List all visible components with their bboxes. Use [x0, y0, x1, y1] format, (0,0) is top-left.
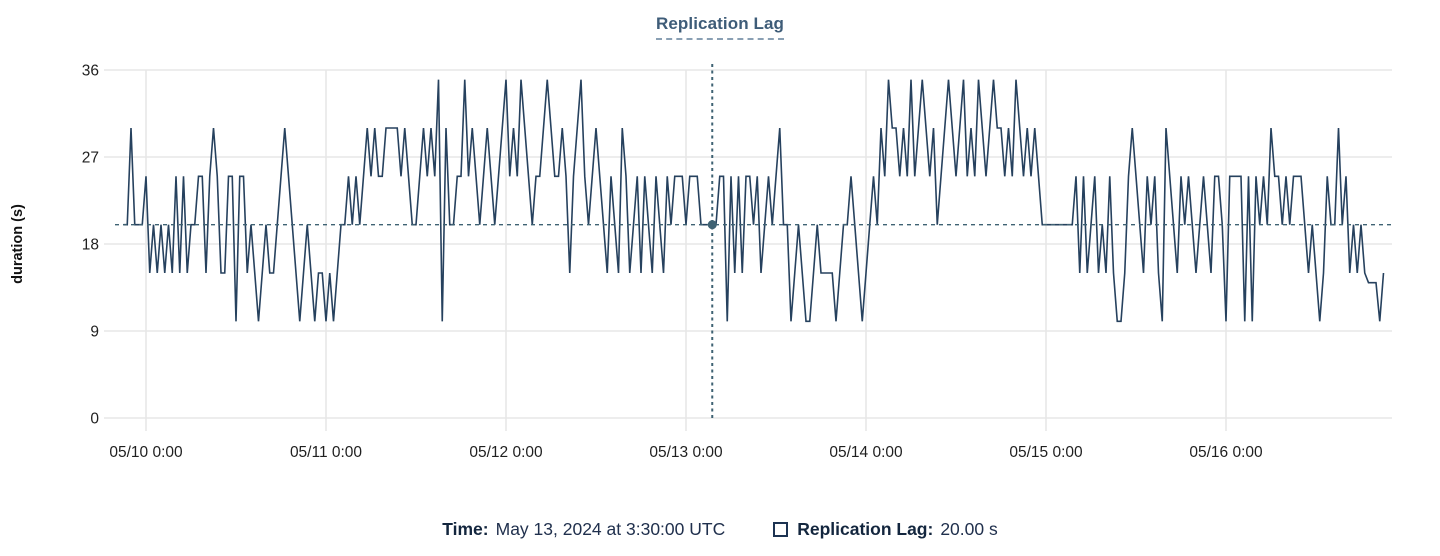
chart-footer-legend: Time: May 13, 2024 at 3:30:00 UTC Replic… — [0, 519, 1440, 540]
legend-item-replication-lag[interactable]: Replication Lag: 20.00 s — [773, 519, 998, 540]
y-tick-label: 18 — [82, 237, 99, 254]
x-tick-label: 05/13 0:00 — [649, 444, 723, 461]
y-tick-label: 9 — [90, 324, 99, 341]
series-value: 20.00 s — [940, 519, 998, 539]
line-chart[interactable]: 0 9 18 27 36 05/10 0:00 05/11 0:00 05/12 0:00 05… — [0, 0, 1440, 480]
x-tick-label: 05/12 0:00 — [469, 444, 543, 461]
crosshair-time-readout: Time: May 13, 2024 at 3:30:00 UTC — [442, 519, 725, 540]
x-tick-label: 05/15 0:00 — [1009, 444, 1083, 461]
x-tick-label: 05/16 0:00 — [1189, 444, 1263, 461]
x-tick-label: 05/14 0:00 — [829, 444, 903, 461]
title-row: Replication Lag — [0, 14, 1440, 40]
replication-lag-series-line[interactable] — [123, 79, 1385, 323]
chart-title[interactable]: Replication Lag — [655, 14, 785, 40]
time-value: May 13, 2024 at 3:30:00 UTC — [495, 519, 726, 539]
series-swatch-square-icon[interactable] — [773, 522, 789, 537]
time-label: Time: — [442, 519, 489, 539]
y-tick-label: 0 — [90, 411, 99, 428]
y-tick-label: 36 — [82, 63, 99, 80]
y-axis-label: duration (s) — [10, 204, 26, 284]
series-label: Replication Lag: — [797, 519, 934, 539]
crosshair-point-marker[interactable] — [707, 220, 717, 230]
x-tick-label: 05/10 0:00 — [109, 444, 183, 461]
y-tick-label: 27 — [82, 150, 99, 167]
x-tick-label: 05/11 0:00 — [290, 444, 362, 461]
